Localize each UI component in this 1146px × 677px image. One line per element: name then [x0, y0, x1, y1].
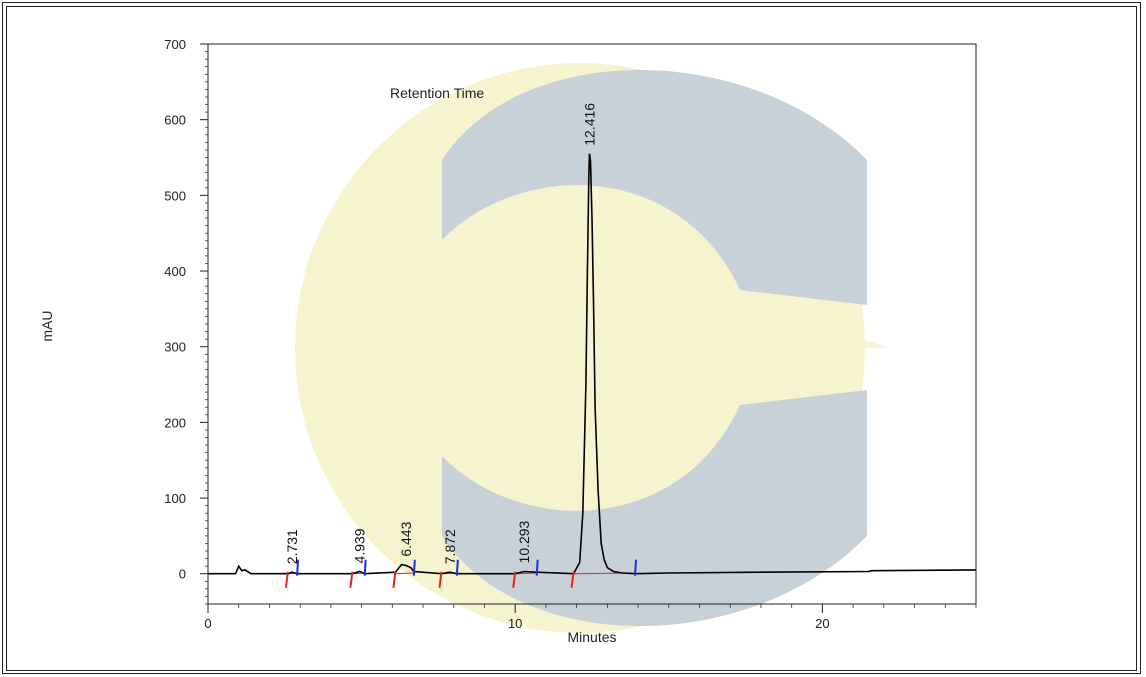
x-tick-labels: 0 10 20 [204, 616, 829, 631]
peak-label: 12.416 [581, 103, 597, 146]
y-tick-label: 600 [164, 113, 186, 128]
peak-labels: 2.731 4.939 6.443 7.872 10.293 12.416 [284, 103, 598, 565]
y-tick-labels: 0 100 200 300 400 500 600 700 [164, 37, 186, 582]
inner-frame [6, 6, 1137, 671]
peak-label: 6.443 [398, 521, 414, 556]
y-minor-ticks [205, 51, 208, 605]
watermark-gray-lower [442, 390, 867, 626]
peak-label: 2.731 [284, 529, 300, 564]
y-tick-label: 700 [164, 37, 186, 52]
x-axis-ticks [207, 604, 823, 613]
retention-time-annotation: Retention Time [390, 85, 484, 101]
x-tick-label: 20 [815, 616, 829, 631]
peak-end-marker [412, 559, 416, 576]
peak-start-marker [284, 571, 289, 588]
peak-label: 10.293 [516, 520, 532, 563]
peak-start-marker [512, 571, 517, 588]
x-axis-title: Minutes [567, 629, 616, 645]
peak-end-marker [296, 559, 300, 576]
watermark-yellow-tip [600, 300, 890, 348]
y-tick-label: 400 [164, 264, 186, 279]
y-tick-label: 200 [164, 415, 186, 430]
peak-start-marker [438, 571, 443, 588]
y-tick-label: 100 [164, 491, 186, 506]
watermark-logo [295, 63, 890, 633]
y-tick-label: 300 [164, 340, 186, 355]
watermark-gray-upper [442, 70, 867, 305]
peak-start-marker [349, 571, 354, 588]
x-tick-label: 10 [508, 616, 522, 631]
peak-end-marker [455, 559, 459, 576]
y-tick-label: 500 [164, 188, 186, 203]
x-tick-label: 0 [204, 616, 211, 631]
peak-end-marker [634, 559, 638, 576]
y-tick-label: 0 [179, 567, 186, 582]
x-minor-ticks [238, 604, 977, 608]
peak-start-marker [392, 571, 397, 588]
peak-baseline [395, 572, 414, 575]
y-axis-title: mAU [39, 310, 55, 341]
peak-label: 7.872 [442, 529, 458, 564]
peak-markers [284, 559, 638, 588]
peak-end-marker [535, 559, 539, 576]
peak-label: 4.939 [352, 528, 368, 563]
y-axis-ticks [200, 43, 976, 575]
peak-start-marker [570, 571, 575, 588]
peak-end-marker [363, 559, 367, 576]
